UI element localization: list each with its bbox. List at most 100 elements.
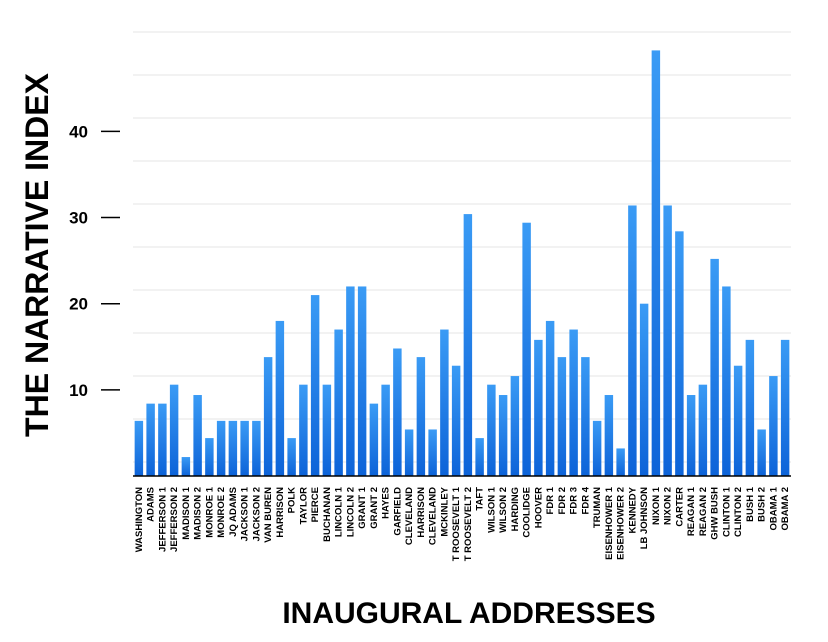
bar bbox=[545, 320, 555, 476]
bar bbox=[416, 357, 426, 476]
bar bbox=[628, 205, 637, 476]
category-label: CLINTON 2 bbox=[733, 487, 744, 537]
category-label: CARTER bbox=[674, 487, 685, 527]
category-label: MADISON 2 bbox=[193, 487, 204, 540]
category-label: EISENHOWER 2 bbox=[616, 487, 627, 560]
bar bbox=[404, 429, 414, 476]
bar bbox=[651, 50, 661, 477]
bar bbox=[240, 420, 249, 476]
category-label: JEFFERSON 2 bbox=[169, 487, 180, 552]
category-label: WASHINGTON bbox=[134, 487, 145, 552]
bar bbox=[357, 286, 367, 476]
bar bbox=[557, 357, 567, 476]
bar bbox=[334, 329, 343, 476]
bar bbox=[592, 420, 602, 476]
category-label: OBAMA 1 bbox=[768, 486, 779, 530]
category-label: TAFT bbox=[475, 487, 486, 511]
bar bbox=[440, 329, 449, 476]
bar bbox=[346, 286, 355, 476]
category-label: FDR 4 bbox=[580, 486, 591, 514]
bar bbox=[463, 214, 473, 477]
y-axis-title: THE NARRATIVE INDEX bbox=[19, 72, 55, 437]
category-label: REAGAN 1 bbox=[686, 486, 697, 536]
bar bbox=[475, 438, 484, 476]
x-axis-title: INAUGURAL ADDRESSES bbox=[282, 597, 655, 630]
category-label: WILSON 1 bbox=[486, 486, 497, 533]
category-label: CLEVELAND bbox=[404, 487, 415, 545]
category-label: T ROOSEVELT 1 bbox=[451, 486, 462, 561]
category-label: JACKSON 1 bbox=[240, 486, 251, 541]
category-label: REAGAN 2 bbox=[698, 487, 709, 536]
category-label: CLEVELAND bbox=[428, 487, 439, 545]
bar bbox=[686, 395, 696, 476]
category-label: GARFIELD bbox=[392, 487, 403, 536]
bar bbox=[275, 320, 285, 476]
category-label: LINCOLN 2 bbox=[345, 487, 356, 537]
bar bbox=[675, 231, 684, 476]
bar bbox=[193, 395, 202, 476]
category-label: NIXON 2 bbox=[663, 487, 674, 525]
bar bbox=[510, 376, 520, 476]
category-label: T ROOSEVELT 2 bbox=[463, 487, 474, 561]
category-label: OBAMA 2 bbox=[780, 487, 791, 530]
bar bbox=[534, 339, 543, 476]
y-tick-label: 40 bbox=[69, 122, 88, 141]
category-label: EISENHOWER 1 bbox=[604, 486, 615, 560]
bar bbox=[710, 258, 719, 476]
bar bbox=[780, 339, 790, 476]
bar bbox=[498, 395, 508, 476]
bar bbox=[487, 384, 496, 476]
bar bbox=[134, 420, 144, 476]
category-label: NIXON 1 bbox=[651, 486, 662, 525]
category-label: BUSH 2 bbox=[757, 487, 768, 522]
category-label: FDR 1 bbox=[545, 486, 556, 514]
category-label: JACKSON 2 bbox=[251, 487, 262, 541]
bar bbox=[616, 448, 625, 476]
category-label: FDR 3 bbox=[569, 487, 580, 514]
bar bbox=[252, 420, 261, 476]
bar bbox=[158, 403, 167, 476]
bar bbox=[393, 348, 402, 476]
bar bbox=[205, 438, 214, 476]
category-label: HARRISON bbox=[416, 487, 427, 538]
bar bbox=[263, 357, 273, 476]
category-label: HARDING bbox=[510, 487, 521, 531]
category-label: MADISON 1 bbox=[181, 486, 192, 540]
bar bbox=[216, 420, 226, 476]
bar bbox=[569, 329, 578, 476]
category-label: GHW BUSH bbox=[710, 487, 721, 540]
bar bbox=[146, 403, 155, 476]
bar bbox=[639, 303, 649, 476]
bar bbox=[169, 384, 179, 476]
category-label: FDR 2 bbox=[557, 487, 568, 514]
bar bbox=[369, 403, 379, 476]
bar bbox=[769, 376, 778, 476]
category-label: POLK bbox=[287, 487, 298, 514]
bar bbox=[310, 295, 320, 476]
category-label: KENNEDY bbox=[627, 486, 638, 533]
category-labels: WASHINGTON ADAMS JEFFERSON 1 JEFFERSON 2 MAD… bbox=[134, 486, 791, 561]
category-label: BUSH 1 bbox=[745, 486, 756, 522]
bars bbox=[134, 50, 790, 477]
category-label: PIERCE bbox=[310, 487, 321, 522]
category-label: MONROE 2 bbox=[216, 487, 227, 538]
category-label: ADAMS bbox=[146, 487, 157, 522]
category-label: VAN BUREN bbox=[263, 487, 274, 543]
category-label: WILSON 2 bbox=[498, 487, 509, 533]
category-label: TRUMAN bbox=[592, 487, 603, 528]
bar bbox=[663, 205, 672, 476]
bar bbox=[381, 384, 390, 476]
category-label: LB JOHNSON bbox=[639, 487, 650, 549]
y-tick-label: 20 bbox=[69, 295, 88, 314]
bar bbox=[451, 365, 461, 476]
category-label: MONROE 1 bbox=[204, 486, 215, 537]
category-label: MCKINLEY bbox=[439, 486, 450, 536]
bar bbox=[733, 365, 743, 476]
category-label: GRANT 1 bbox=[357, 486, 368, 528]
bar bbox=[722, 286, 731, 476]
category-label: GRANT 2 bbox=[369, 487, 380, 529]
category-label: HAYES bbox=[381, 487, 392, 519]
category-label: LINCOLN 1 bbox=[334, 486, 345, 537]
bar bbox=[757, 429, 766, 476]
